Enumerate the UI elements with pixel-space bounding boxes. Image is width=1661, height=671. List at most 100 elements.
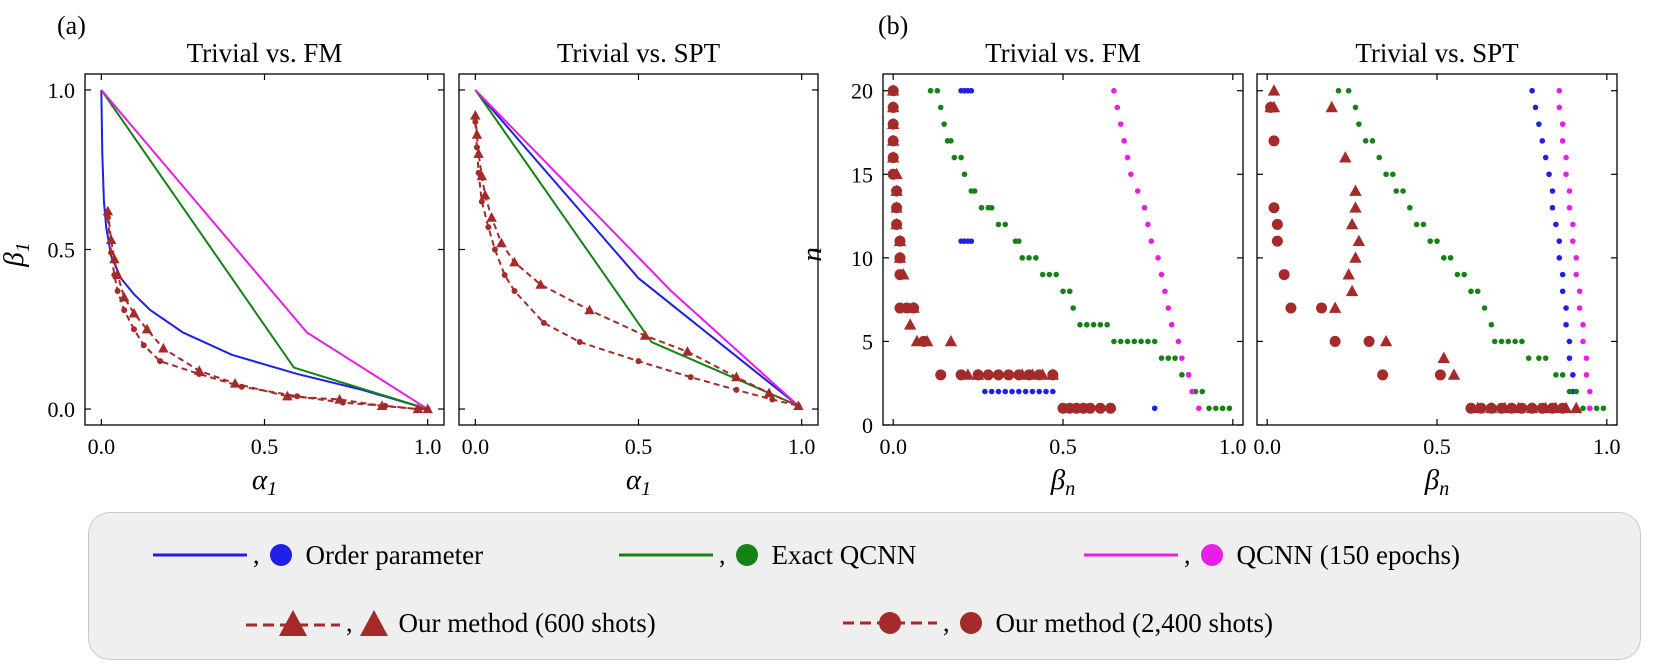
data-point <box>1268 135 1280 147</box>
data-point <box>1559 372 1566 378</box>
data-point <box>1172 355 1178 361</box>
data-point <box>1117 121 1124 127</box>
data-point <box>141 323 153 334</box>
data-point <box>1271 218 1283 230</box>
data-point <box>1349 184 1362 196</box>
series-order-parameter <box>474 89 800 407</box>
data-point <box>1570 401 1583 414</box>
series-qcnn-150-epochs <box>100 89 429 410</box>
data-point <box>535 279 546 289</box>
data-point <box>903 318 917 330</box>
legend-line-our-method-600 <box>246 610 340 636</box>
data-point <box>105 234 117 245</box>
data-point <box>576 339 583 346</box>
data-point <box>1070 305 1076 311</box>
series-qcnn-150-epochs <box>1111 87 1202 412</box>
data-point <box>1316 302 1328 314</box>
data-point <box>1226 405 1233 412</box>
data-point <box>1485 402 1497 414</box>
figure-canvas: (a) (b) Trivial vs. FM0.0 0.5 1.00.00.51.0… <box>0 11 1621 500</box>
data-point <box>887 168 899 180</box>
data-point <box>1179 372 1185 378</box>
data-point <box>1117 338 1124 345</box>
data-point <box>294 393 301 400</box>
data-point <box>1128 171 1134 178</box>
data-point <box>1155 255 1161 261</box>
data-point <box>1356 121 1362 127</box>
series-exact-qcnn <box>927 87 1233 412</box>
data-point <box>1377 369 1389 381</box>
data-point <box>1369 138 1376 144</box>
plot-trivial-vs-spt-beta: Trivial vs. SPT 0.0 0.5 1.0 βn <box>1253 38 1620 500</box>
data-point <box>1434 238 1440 244</box>
data-point <box>763 387 775 398</box>
legend-marker-circle-green <box>735 544 758 566</box>
data-point <box>121 307 128 314</box>
x-tick-label: 1.0 <box>1593 434 1621 459</box>
data-point <box>1573 388 1580 395</box>
data-point <box>1145 221 1151 228</box>
series-line-qcnn-150-epochs <box>100 89 429 410</box>
data-point <box>102 205 114 216</box>
data-point <box>887 85 899 97</box>
y-tick-label: 20 <box>851 79 873 104</box>
data-point <box>1546 402 1558 414</box>
data-point <box>1131 338 1138 345</box>
data-point <box>955 369 967 381</box>
legend-item-our-method-2400: , Our method (2,400 shots) <box>841 603 1273 643</box>
data-point <box>111 272 118 279</box>
data-point <box>887 118 899 130</box>
x-tick-label: 0.0 <box>1253 434 1281 459</box>
series-line-order-parameter <box>100 89 428 411</box>
data-point <box>1175 338 1182 345</box>
data-point <box>1104 321 1110 328</box>
data-point <box>1506 402 1518 414</box>
data-point <box>1162 288 1168 295</box>
data-point <box>941 121 947 127</box>
series-our-method-2-400-shots <box>1265 101 1569 414</box>
data-point <box>1189 388 1195 395</box>
data-point <box>1023 369 1035 381</box>
data-point <box>1532 104 1539 111</box>
data-point <box>540 319 547 326</box>
data-point <box>1345 87 1352 94</box>
data-point <box>424 406 431 413</box>
data-point <box>1060 288 1066 295</box>
data-point <box>1390 171 1396 178</box>
data-point <box>1363 335 1375 347</box>
plot-title: Trivial vs. SPT <box>1355 38 1519 68</box>
legend-line-order-parameter <box>153 553 247 557</box>
data-point <box>1265 101 1277 113</box>
data-point <box>894 235 906 247</box>
data-point <box>1549 204 1556 211</box>
data-point <box>1566 388 1573 395</box>
data-point <box>238 383 245 390</box>
data-point <box>1268 202 1280 214</box>
y-axis-label: n <box>796 247 828 262</box>
data-point <box>1454 271 1461 278</box>
data-point <box>1002 388 1009 395</box>
data-point <box>1481 305 1488 311</box>
x-tick-label: 0.5 <box>251 434 279 459</box>
data-point <box>769 396 776 403</box>
data-point <box>951 154 958 161</box>
data-point <box>1553 372 1559 378</box>
series-exact-qcnn <box>1335 87 1607 412</box>
panel-a-label: (a) <box>57 11 86 40</box>
legend-marker-triangle <box>359 610 388 636</box>
data-point <box>731 371 742 382</box>
series-line-order-parameter <box>474 89 800 407</box>
data-point <box>414 406 421 413</box>
data-point <box>1196 405 1202 412</box>
axes-frame <box>84 73 445 426</box>
data-point <box>1271 235 1283 247</box>
data-point <box>1566 355 1573 361</box>
data-point <box>1587 405 1593 412</box>
data-point <box>1077 321 1083 328</box>
series-order-parameter <box>958 87 1158 412</box>
data-point <box>1083 321 1090 328</box>
data-point <box>1111 338 1117 345</box>
data-point <box>1002 221 1009 228</box>
data-point <box>1559 121 1566 127</box>
data-point <box>927 87 934 94</box>
